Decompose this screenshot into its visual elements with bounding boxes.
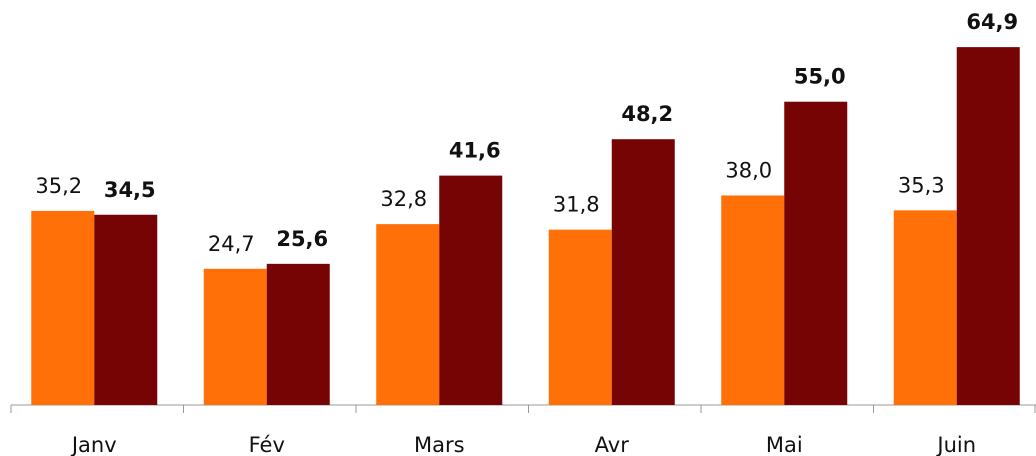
bar [721,195,785,405]
bar [376,224,440,405]
x-tick-label: Mars [414,433,465,456]
data-label: 35,3 [898,173,945,197]
data-label: 55,0 [794,65,846,89]
bar [956,47,1020,405]
x-tick-label: Janv [70,433,117,456]
bar [611,139,675,405]
bar [548,229,612,405]
bar [784,101,848,405]
bar [439,175,503,405]
bar [31,210,95,405]
bar [203,268,267,405]
data-label: 35,2 [35,174,82,198]
data-label: 38,0 [725,158,772,182]
data-label: 48,2 [621,102,673,126]
data-label: 24,7 [208,232,255,256]
x-tick-label: Fév [249,433,285,456]
data-label: 34,5 [104,178,156,202]
x-tick-label: Avr [595,433,630,456]
data-label: 31,8 [553,193,600,217]
data-label: 41,6 [449,139,501,163]
bar [266,263,330,405]
x-tick-label: Mai [766,433,803,456]
bar [94,214,158,405]
data-label: 64,9 [966,10,1018,34]
data-label: 32,8 [380,187,427,211]
bar [893,210,957,405]
x-tick-label: Juin [935,433,976,456]
data-label: 25,6 [276,227,328,251]
